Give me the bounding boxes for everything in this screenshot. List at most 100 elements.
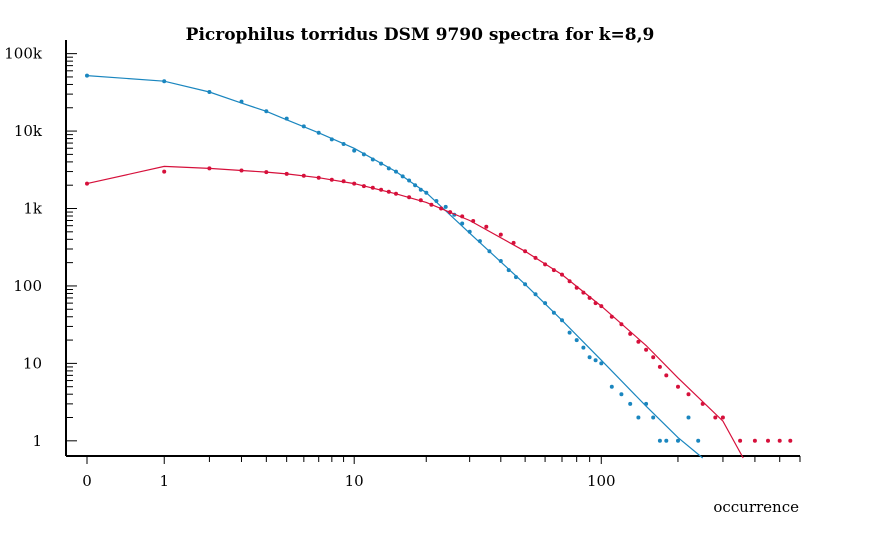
data-point	[352, 148, 357, 153]
data-point	[379, 187, 384, 192]
data-point	[394, 169, 398, 174]
data-point	[651, 415, 656, 420]
data-point	[379, 161, 384, 166]
y-tick-label: 100	[13, 277, 42, 295]
y-tick-label: 10k	[14, 122, 43, 140]
data-point	[460, 214, 465, 219]
x-tick-label: 10	[345, 472, 364, 490]
data-point	[400, 174, 405, 179]
data-point	[766, 438, 770, 443]
data-point	[619, 392, 624, 397]
data-point	[523, 282, 528, 287]
data-point	[609, 384, 614, 389]
data-point	[511, 240, 516, 245]
data-point	[636, 339, 641, 344]
data-point	[567, 279, 572, 284]
data-point	[434, 199, 439, 203]
data-point	[439, 206, 444, 211]
data-point	[207, 90, 212, 94]
data-point	[676, 384, 680, 389]
data-point	[301, 173, 306, 178]
data-point	[657, 364, 662, 369]
data-point	[523, 249, 528, 254]
data-point	[361, 184, 366, 189]
data-point	[284, 116, 289, 121]
data-point	[543, 262, 548, 267]
series-2	[85, 165, 793, 459]
data-point	[471, 219, 476, 223]
data-point	[777, 438, 782, 443]
data-point	[543, 301, 548, 306]
data-point	[567, 330, 572, 335]
series-line	[86, 165, 744, 459]
x-tick-label: 1	[159, 472, 169, 490]
data-point	[239, 168, 244, 173]
data-point	[696, 438, 701, 443]
data-point	[162, 169, 167, 174]
data-point	[676, 438, 680, 443]
data-point	[533, 292, 538, 297]
x-tick-label: 100	[587, 472, 616, 490]
data-point	[264, 109, 269, 114]
series-layer	[85, 73, 793, 459]
data-point	[609, 314, 614, 319]
data-point	[487, 249, 492, 254]
y-axis: 1 10 100 1k 10k 100k	[4, 40, 77, 456]
x-axis-label: occurrence	[713, 498, 799, 516]
data-point	[394, 191, 398, 196]
data-point	[341, 142, 346, 146]
data-point	[628, 331, 633, 336]
data-point	[264, 170, 269, 175]
data-point	[429, 202, 434, 207]
y-tick-label: 10	[23, 354, 42, 372]
x-tick-label: 0	[82, 472, 92, 490]
data-point	[424, 190, 429, 195]
data-point	[85, 73, 89, 78]
data-point	[386, 189, 391, 194]
data-point	[498, 232, 503, 237]
data-point	[386, 166, 391, 171]
data-point	[316, 130, 321, 135]
data-point	[619, 322, 624, 327]
data-point	[284, 171, 289, 176]
data-point	[551, 268, 556, 273]
data-point	[329, 177, 334, 182]
data-point	[162, 79, 167, 84]
data-point	[370, 185, 375, 190]
data-point	[533, 255, 538, 260]
data-point	[418, 187, 423, 192]
data-point	[574, 285, 579, 290]
data-point	[460, 221, 465, 226]
data-point	[664, 438, 669, 443]
data-point	[352, 181, 357, 186]
data-point	[587, 295, 592, 300]
data-point	[636, 415, 641, 420]
data-point	[788, 438, 793, 443]
data-point	[581, 345, 586, 350]
data-point	[551, 310, 556, 315]
data-point	[686, 415, 691, 420]
data-point	[361, 152, 366, 157]
data-point	[581, 290, 586, 295]
chart-title: Picrophilus torridus DSM 9790 spectra fo…	[186, 25, 655, 45]
data-point	[651, 355, 656, 360]
data-point	[448, 210, 453, 215]
data-point	[720, 415, 725, 420]
data-point	[738, 438, 743, 443]
data-point	[85, 181, 89, 186]
data-point	[686, 392, 691, 397]
data-point	[506, 268, 511, 273]
data-point	[207, 166, 212, 171]
data-point	[587, 355, 592, 360]
series-line	[86, 75, 704, 459]
data-point	[644, 347, 649, 352]
data-point	[560, 272, 564, 277]
data-point	[574, 338, 579, 343]
data-point	[418, 198, 423, 203]
data-point	[407, 195, 412, 200]
data-point	[341, 179, 346, 184]
data-point	[593, 358, 598, 363]
y-tick-label: 1	[32, 432, 42, 450]
data-point	[239, 99, 244, 104]
